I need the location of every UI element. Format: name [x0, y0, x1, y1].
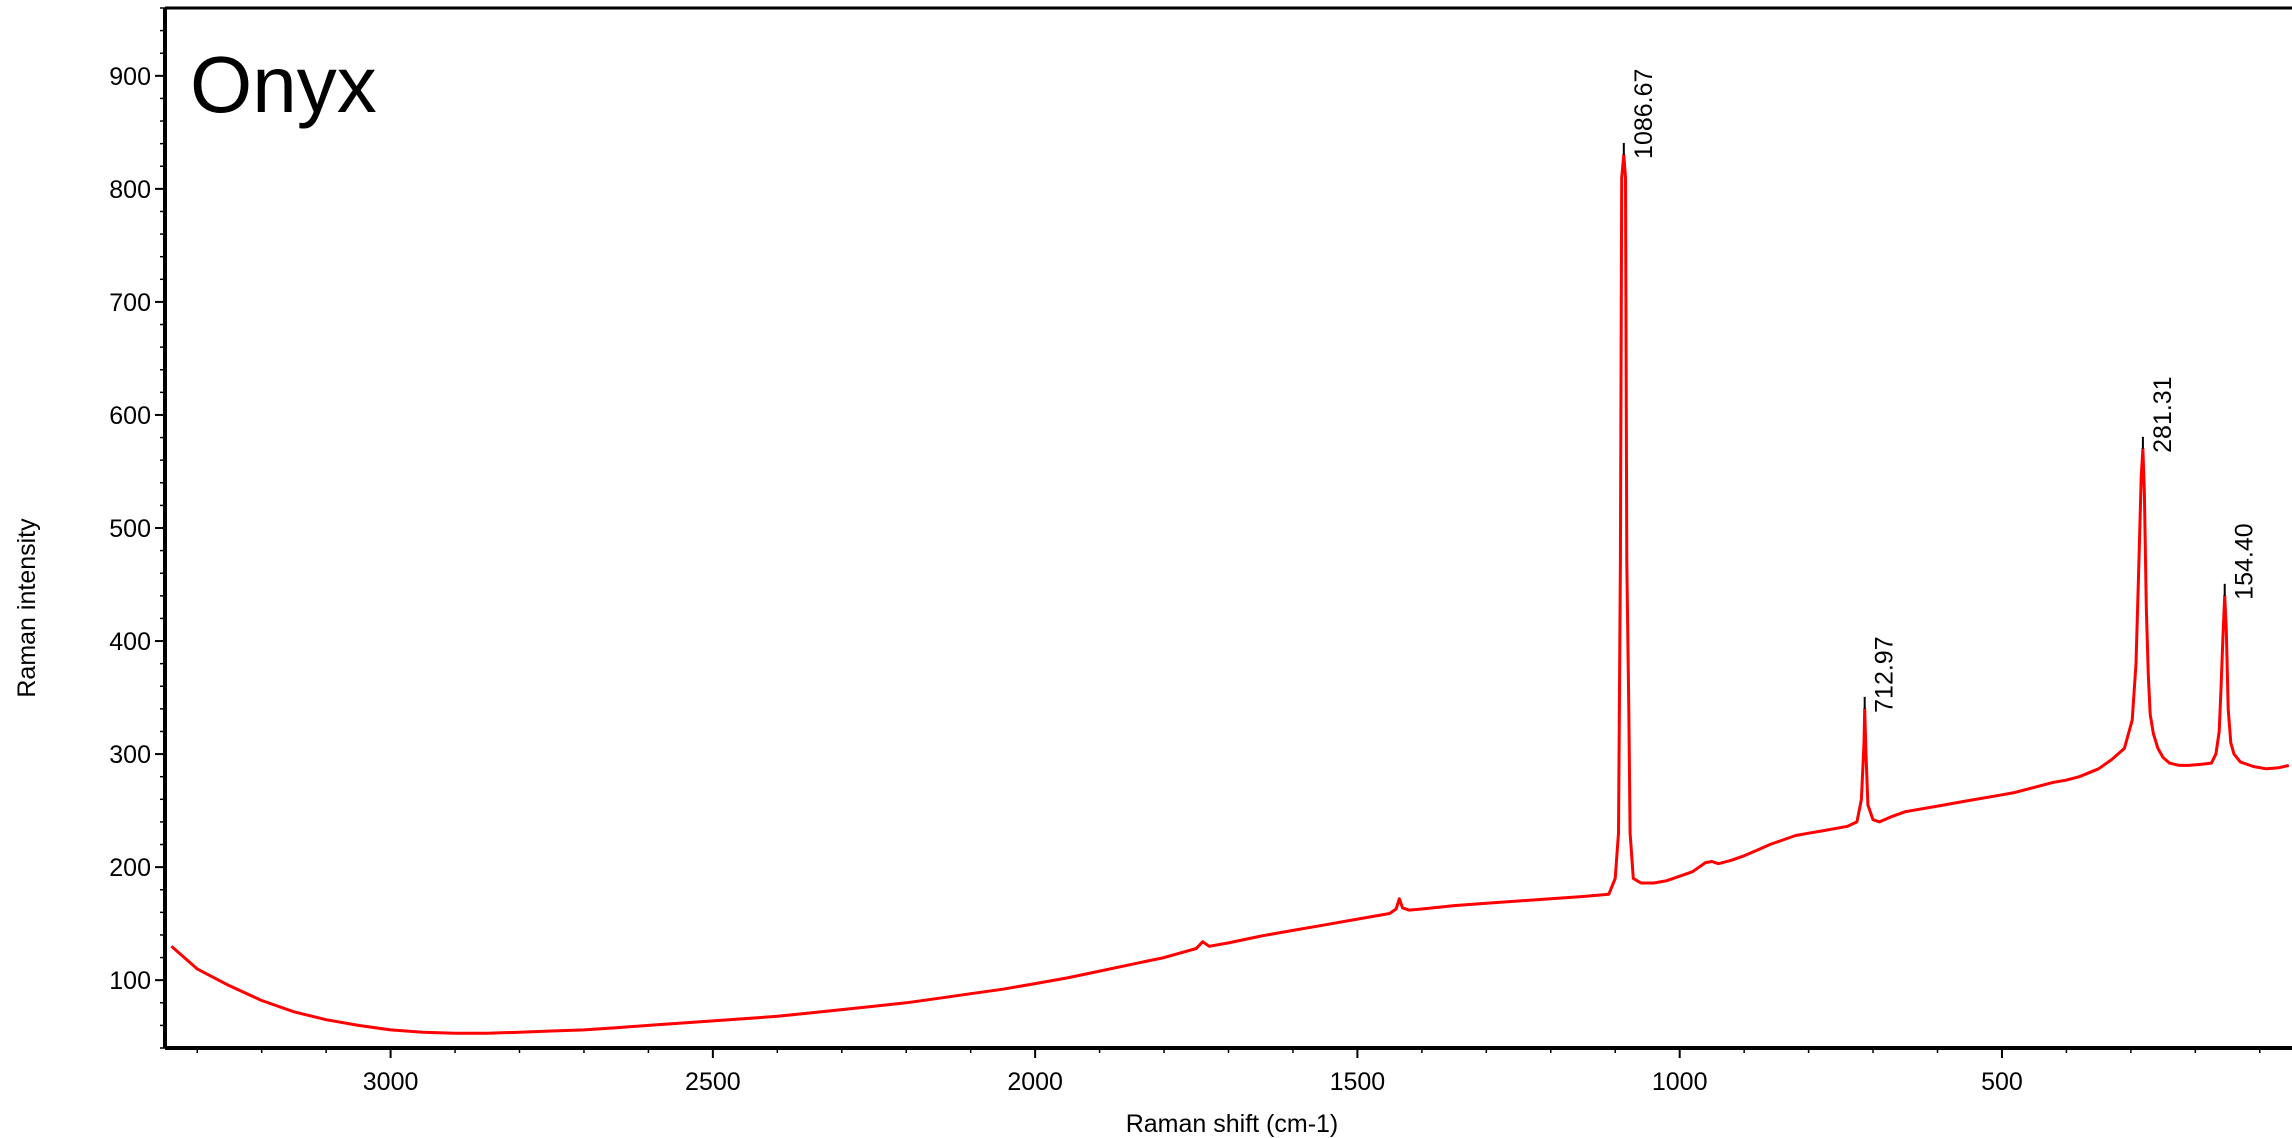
- y-tick-label: 300: [109, 741, 151, 769]
- y-tick-label: 100: [109, 967, 151, 995]
- peak-label: 154.40: [2231, 523, 2259, 599]
- y-tick-label: 800: [109, 176, 151, 204]
- x-tick-label: 2000: [1007, 1068, 1063, 1096]
- chart-frame: 100 200 300 400 500 600 700 800 900 3000 2500 2000 1…: [109, 6, 2292, 1096]
- x-tick-label: 2500: [685, 1068, 741, 1096]
- x-tick-label: 500: [1981, 1068, 2023, 1096]
- x-tick-label: 3000: [363, 1068, 419, 1096]
- y-tick-label: 200: [109, 854, 151, 882]
- x-axis-title: Raman shift (cm-1): [1126, 1110, 1339, 1138]
- y-axis-title: Raman intensity: [13, 518, 41, 698]
- x-tick-label: 1500: [1330, 1068, 1386, 1096]
- peak-label: 281.31: [2149, 376, 2177, 452]
- title-background: [168, 10, 748, 135]
- spectrum-series: [170, 153, 2290, 1035]
- y-tick-label: 900: [109, 63, 151, 91]
- peak-label: 1086.67: [1630, 69, 1658, 159]
- y-tick-label: 600: [109, 402, 151, 430]
- chart-title: Onyx: [190, 40, 377, 129]
- y-tick-label: 400: [109, 628, 151, 656]
- y-tick-label: 500: [109, 515, 151, 543]
- x-tick-label: 1000: [1652, 1068, 1708, 1096]
- spectrum-line: [170, 153, 2290, 1035]
- peak-label: 712.97: [1871, 636, 1899, 712]
- y-tick-label: 700: [109, 289, 151, 317]
- peak-annotations: 1086.67 712.97 281.31 154.40: [1622, 69, 2259, 713]
